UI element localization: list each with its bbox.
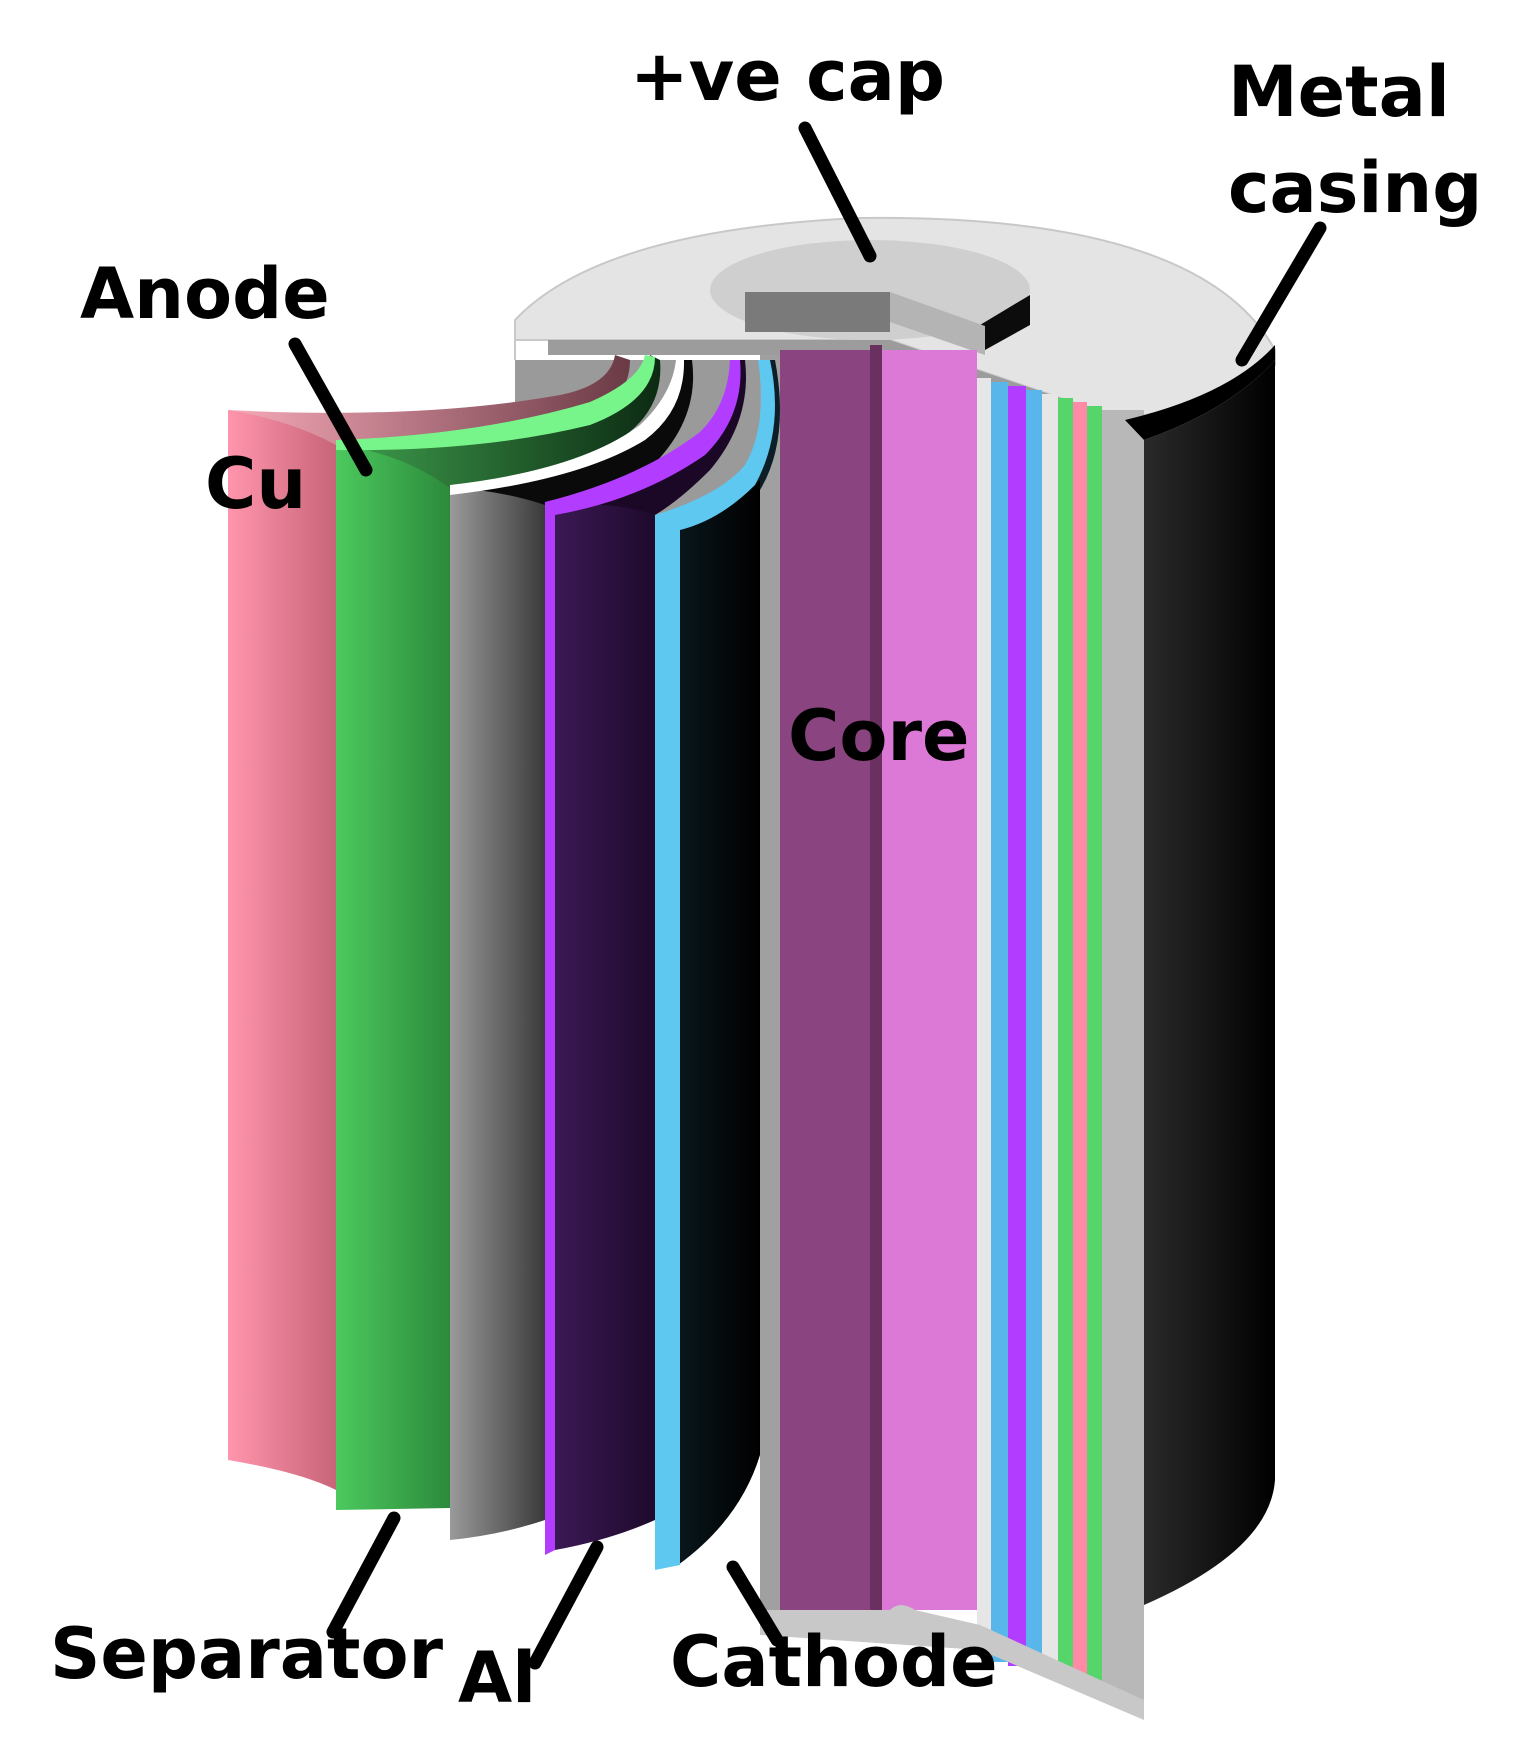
core-left-wall (760, 355, 780, 1610)
metal-casing-body (1144, 360, 1275, 1605)
strip-cu (1073, 402, 1087, 1682)
cathode-label: Cathode (670, 1621, 998, 1703)
separator-leader (326, 1511, 401, 1639)
strip-cathode-edge-2 (1026, 390, 1042, 1670)
separator-sheet (450, 360, 694, 1540)
al-label: Al (458, 1637, 536, 1719)
separator-label: Separator (50, 1613, 444, 1695)
strip-separator-2 (1042, 394, 1058, 1674)
cap-label: +ve cap (630, 35, 945, 117)
cu-label: Cu (205, 443, 306, 525)
al-leader (528, 1540, 604, 1670)
strip-cathode-edge (991, 382, 1008, 1662)
cap-leader (798, 121, 877, 263)
cu-foil-face (228, 410, 336, 1490)
anode-top-edge (336, 355, 655, 451)
separator-top-curl (450, 360, 694, 505)
anode-label: Anode (80, 253, 330, 335)
anode-face (336, 445, 450, 1510)
core-section (760, 345, 1144, 1720)
separator-top-edge (450, 360, 685, 495)
core-dark-strip (780, 350, 870, 1610)
al-foil-sheet (545, 360, 746, 1555)
core-label: Core (788, 695, 969, 777)
anode-top-curl (336, 355, 661, 488)
cathode-leader (726, 1560, 784, 1647)
strip-anode-2 (1087, 406, 1102, 1686)
strip-anode (1058, 398, 1073, 1678)
cathode-face (665, 480, 760, 1565)
al-foil-face (545, 503, 655, 1550)
positive-terminal-front (745, 292, 890, 332)
core-shadow-strip (870, 345, 882, 1610)
cathode-sheet (655, 360, 780, 1570)
positive-terminal-side (980, 295, 1030, 350)
strip-al (1008, 386, 1026, 1666)
metal-casing-top-edge (1125, 345, 1275, 440)
casing-label-line2: casing (1228, 147, 1482, 229)
core-light-strip (882, 350, 977, 1610)
separator-face (450, 488, 545, 1540)
cathode-edge (655, 360, 775, 1570)
anode-leader (288, 337, 373, 477)
anode-sheet (336, 355, 661, 1510)
cutaway-floor (760, 1605, 1144, 1720)
al-foil-top-curl (545, 360, 746, 515)
casing-leader (1235, 221, 1327, 367)
strip-casing-wall (1102, 410, 1144, 1700)
strip-separator-1 (977, 378, 991, 1658)
casing-label-line1: Metal (1228, 51, 1450, 133)
